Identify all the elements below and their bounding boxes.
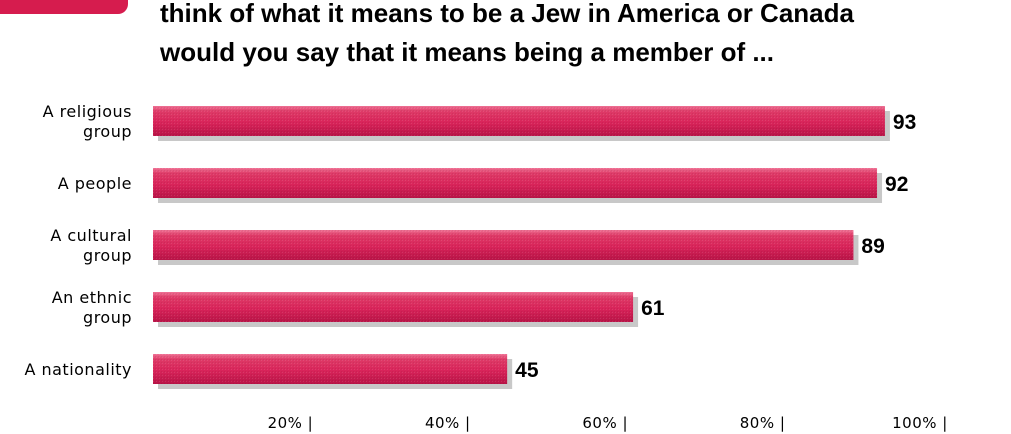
chart-title-line-2: would you say that it means being a memb… — [160, 37, 775, 67]
category-label: group — [83, 122, 132, 141]
category-label: An ethnic — [52, 288, 132, 307]
category-label: A cultural — [50, 226, 132, 245]
category-label: A people — [58, 174, 132, 193]
header-accent-tab — [0, 0, 128, 14]
category-label: group — [83, 246, 132, 265]
category-label: group — [83, 308, 132, 327]
category-label: A nationality — [24, 360, 132, 379]
x-tick-label: 20% | — [268, 414, 314, 432]
bar-texture — [153, 292, 634, 322]
x-tick-label: 100% | — [892, 414, 948, 432]
bar-texture — [153, 168, 878, 198]
chart-title-line-1: think of what it means to be a Jew in Am… — [160, 0, 854, 28]
bar-texture — [153, 354, 508, 384]
bar-value-label: 45 — [515, 359, 539, 382]
bar-texture — [153, 230, 854, 260]
x-tick-label: 80% | — [740, 414, 786, 432]
bar-value-label: 61 — [641, 297, 665, 320]
bar-value-label: 89 — [861, 235, 884, 258]
x-tick-label: 60% | — [582, 414, 628, 432]
category-label: A religious — [43, 102, 132, 121]
x-tick-label: 40% | — [425, 414, 471, 432]
bar-texture — [153, 106, 885, 136]
bar-value-label: 92 — [885, 173, 908, 196]
bar-value-label: 93 — [893, 111, 916, 134]
